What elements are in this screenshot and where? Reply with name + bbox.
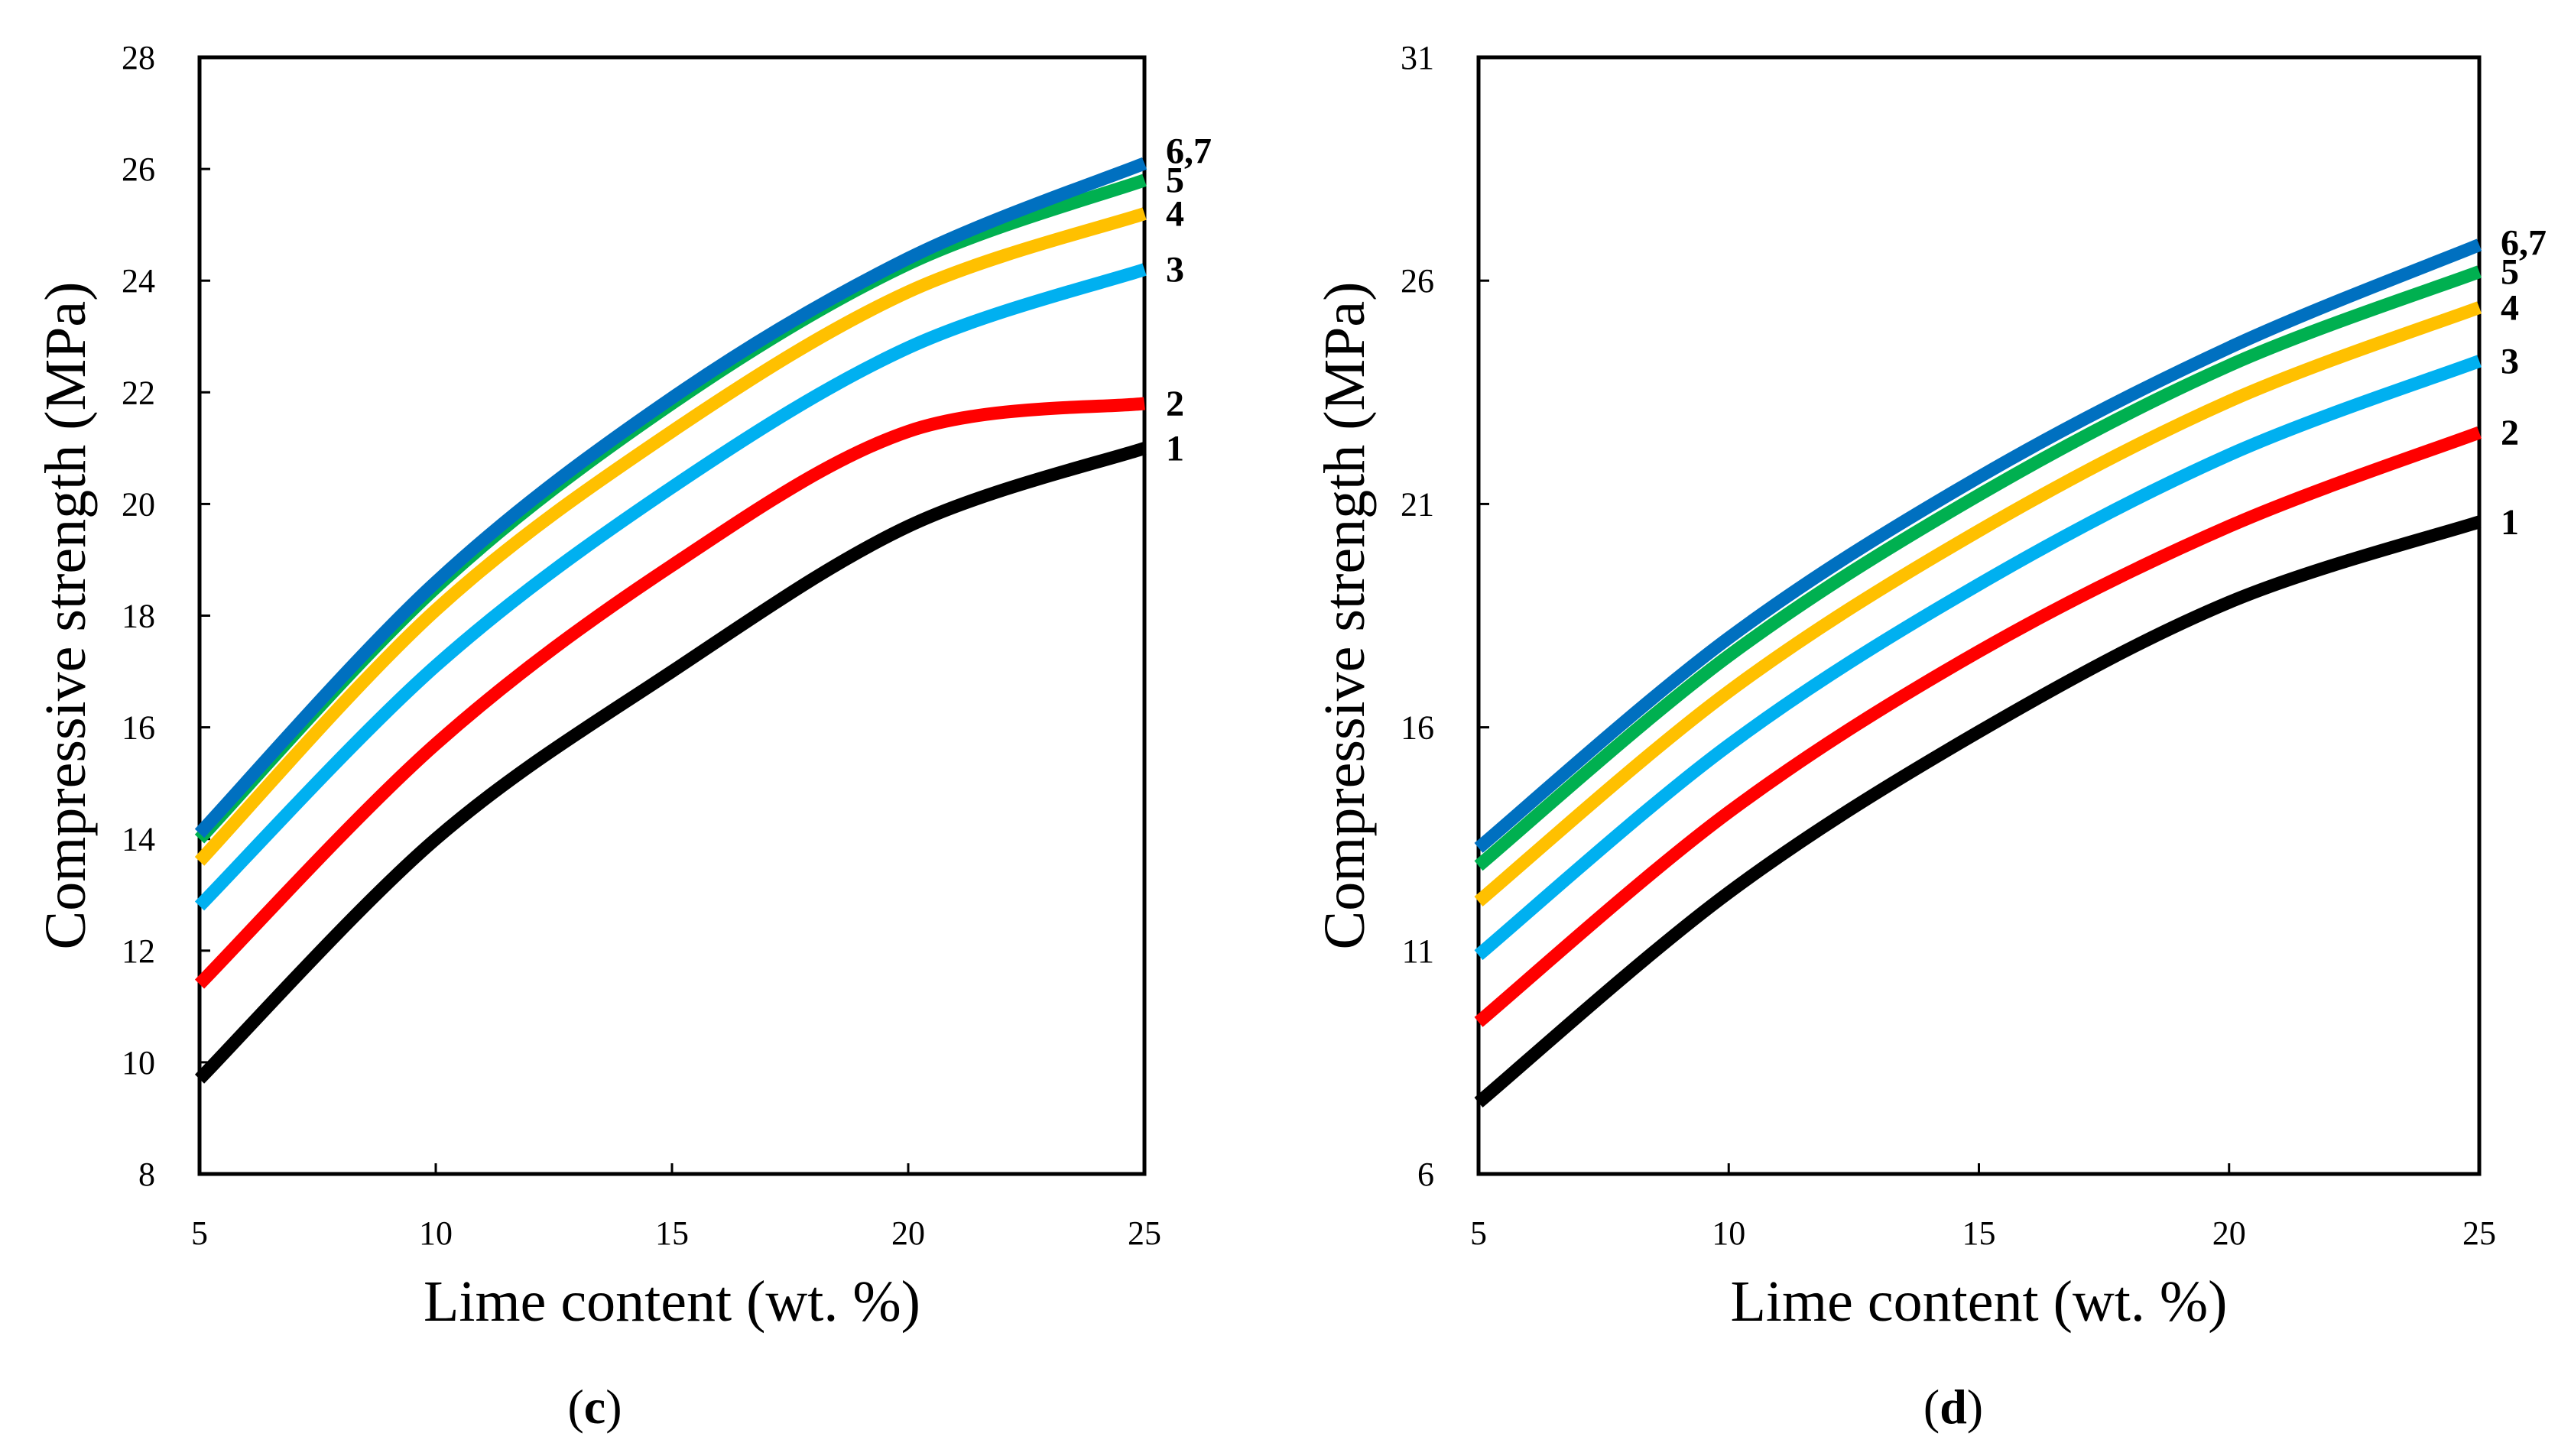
series-line-6-7 <box>1474 238 2482 853</box>
series-end-label: 5 <box>2501 252 2519 293</box>
x-tick-label: 20 <box>891 1214 925 1252</box>
series-line-1 <box>194 442 1147 1084</box>
x-tick-label: 25 <box>2462 1214 2496 1252</box>
y-tick-label: 6 <box>1417 1156 1434 1193</box>
series-end-label: 4 <box>1166 194 1184 235</box>
y-tick-label: 26 <box>1401 262 1434 300</box>
series-line-6-7 <box>194 157 1148 838</box>
series-line-3 <box>1474 355 2482 961</box>
panel-letter: c <box>584 1380 605 1434</box>
y-tick-label: 24 <box>122 262 155 300</box>
x-tick-label: 15 <box>1962 1214 1996 1252</box>
y-tick-label: 31 <box>1401 39 1434 76</box>
y-tick-label: 22 <box>122 374 155 411</box>
series-line-2 <box>1474 426 2482 1027</box>
x-axis-title: Lime content (wt. %) <box>424 1270 920 1334</box>
series-end-label: 3 <box>1166 250 1184 290</box>
y-tick-label: 16 <box>122 709 155 747</box>
y-tick-label: 8 <box>138 1156 155 1193</box>
plot-frame <box>1476 55 2482 1176</box>
series-end-label: 6,7 <box>1166 131 1212 172</box>
x-tick-label: 25 <box>1128 1214 1161 1252</box>
panel-label: (c) <box>567 1380 622 1434</box>
series-line-3 <box>194 263 1147 911</box>
y-tick-label: 16 <box>1401 709 1434 747</box>
series-end-label: 1 <box>1166 428 1184 469</box>
series-end-label: 3 <box>2501 341 2519 381</box>
series-line-4 <box>1474 301 2482 907</box>
series-end-label: 4 <box>2501 287 2519 328</box>
x-tick-label: 10 <box>419 1214 453 1252</box>
y-tick-label: 20 <box>122 485 155 523</box>
x-tick-label: 5 <box>1470 1214 1487 1252</box>
y-axis-title: Compressive strength (MPa) <box>34 282 98 950</box>
series-line-5 <box>1474 265 2482 871</box>
series-line-1 <box>1474 515 2482 1108</box>
series-line-5 <box>194 173 1147 844</box>
y-tick-label: 11 <box>1402 932 1434 970</box>
y-tick-label: 21 <box>1401 485 1434 523</box>
series-end-label: 6,7 <box>2501 223 2547 264</box>
series-end-label: 2 <box>2501 413 2519 453</box>
y-tick-label: 18 <box>122 598 155 635</box>
panel-label: (d) <box>1923 1380 1983 1434</box>
series-end-label: 2 <box>1166 384 1184 424</box>
series-end-label: 5 <box>1166 161 1184 201</box>
y-tick-label: 10 <box>122 1044 155 1081</box>
series-line-4 <box>194 207 1147 866</box>
x-tick-label: 5 <box>191 1214 208 1252</box>
y-tick-label: 12 <box>122 932 155 970</box>
series-end-label: 1 <box>2501 502 2519 543</box>
series-line-2 <box>194 397 1145 989</box>
y-axis-title: Compressive strength (MPa) <box>1313 282 1377 950</box>
y-tick-label: 28 <box>122 39 155 76</box>
x-tick-label: 10 <box>1712 1214 1745 1252</box>
x-axis-title: Lime content (wt. %) <box>1730 1270 2227 1334</box>
y-tick-label: 26 <box>122 151 155 188</box>
panel-letter: d <box>1940 1380 1967 1434</box>
y-tick-label: 14 <box>122 821 155 858</box>
x-tick-label: 20 <box>2212 1214 2246 1252</box>
x-tick-label: 15 <box>655 1214 689 1252</box>
